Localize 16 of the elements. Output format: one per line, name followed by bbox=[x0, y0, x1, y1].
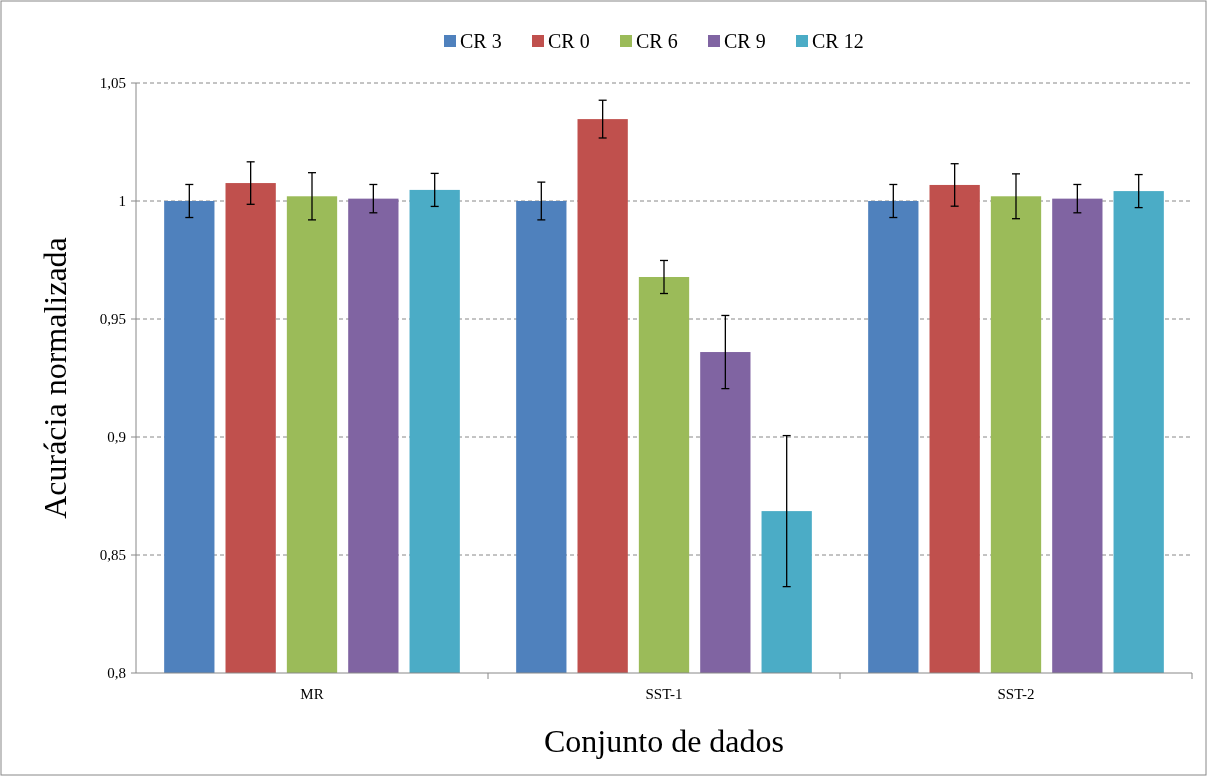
legend-label: CR 0 bbox=[548, 30, 590, 52]
y-tick-label: 1,05 bbox=[99, 75, 126, 92]
y-tick-label: 1 bbox=[118, 193, 126, 210]
x-tick-label: SST-1 bbox=[645, 686, 683, 702]
x-axis-title: Conjunto de dados bbox=[544, 723, 784, 759]
y-tick-label: 0,85 bbox=[99, 547, 126, 564]
y-tick-label: 0,95 bbox=[99, 311, 126, 328]
legend-label: CR 9 bbox=[724, 30, 766, 52]
legend-label: CR 3 bbox=[460, 30, 502, 52]
x-tick-label: MR bbox=[300, 686, 324, 702]
y-tick-label: 0,8 bbox=[107, 665, 126, 682]
y-axis-title: Acurácia normalizada bbox=[37, 237, 73, 519]
x-tick-label: SST-2 bbox=[997, 686, 1035, 702]
y-tick-label: 0,9 bbox=[107, 429, 126, 446]
legend-label: CR 12 bbox=[812, 30, 864, 52]
legend-label: CR 6 bbox=[636, 30, 678, 52]
